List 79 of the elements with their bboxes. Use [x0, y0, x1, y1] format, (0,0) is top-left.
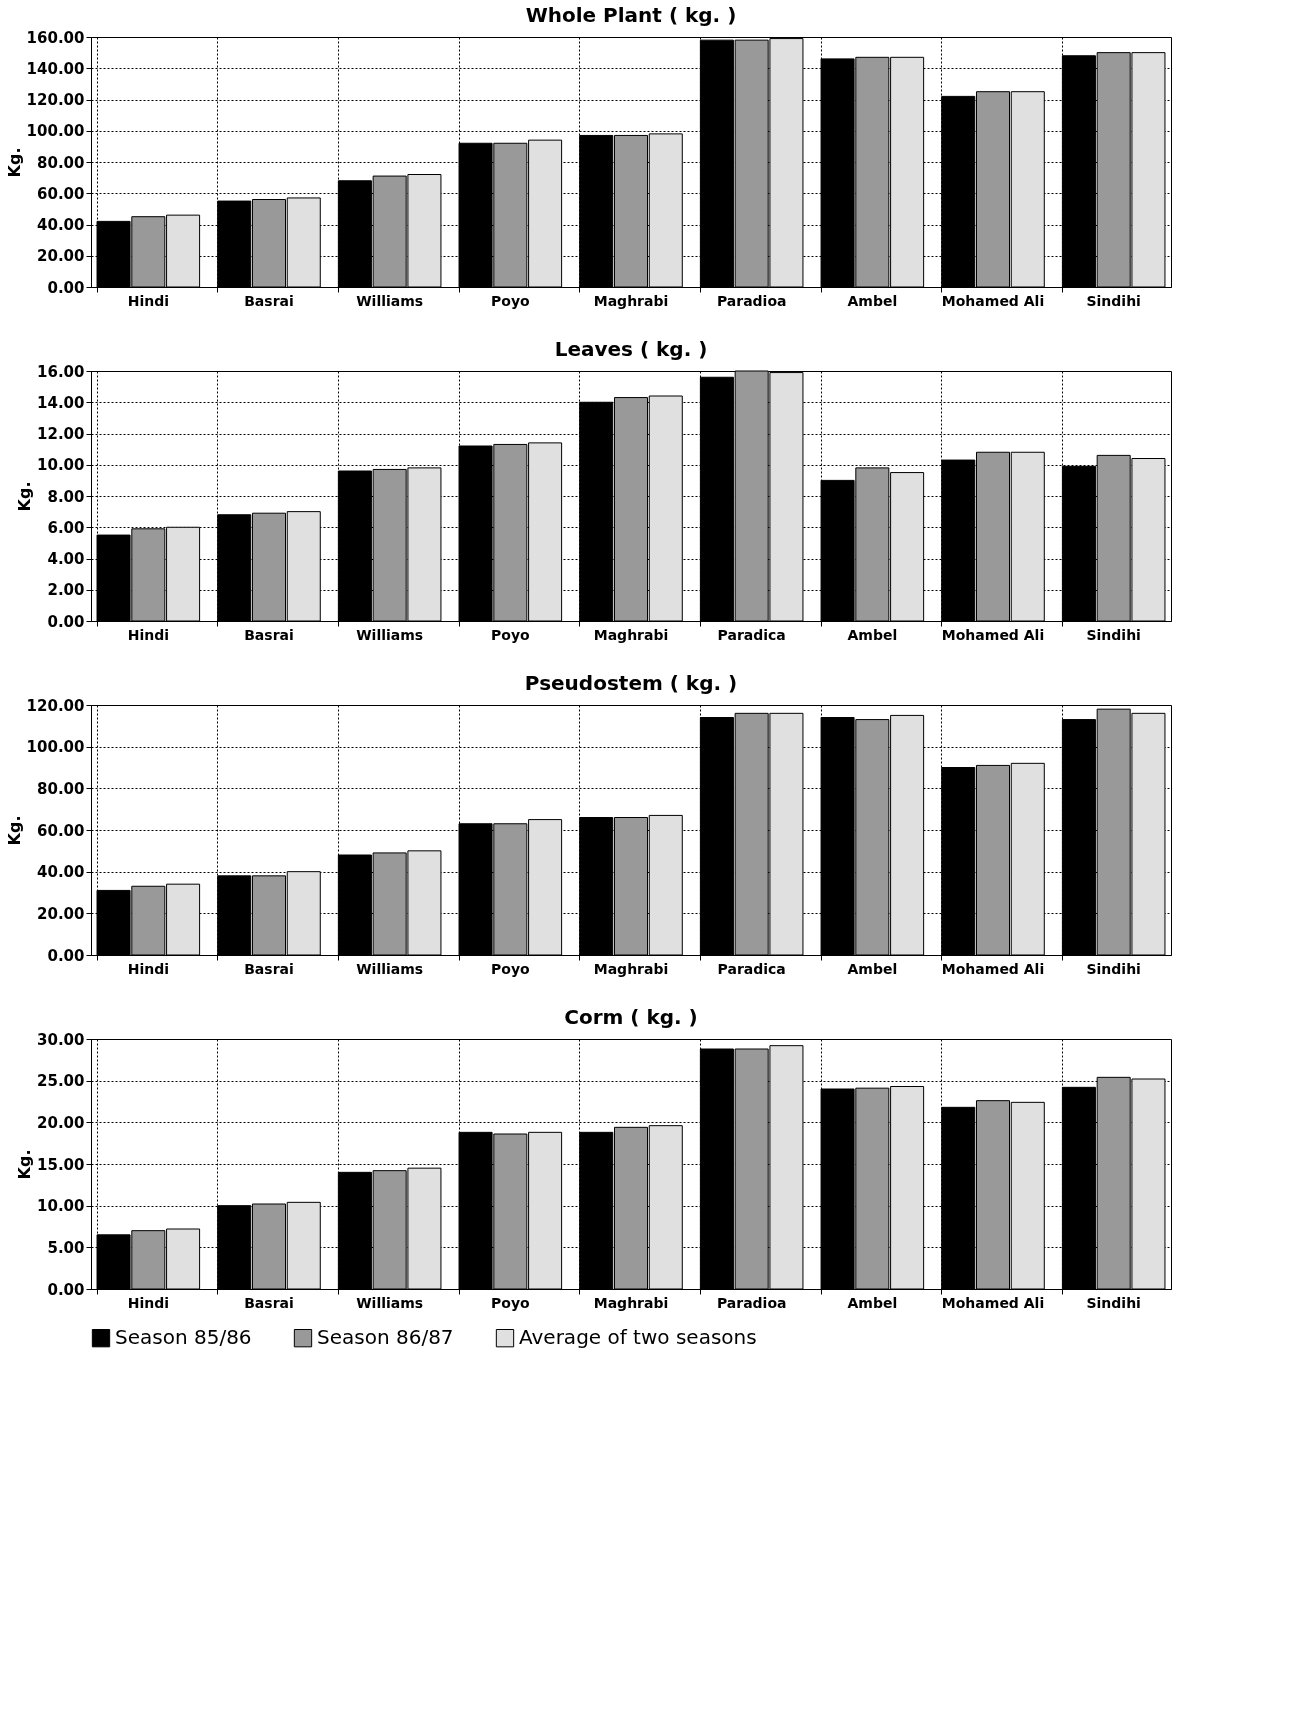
x-tick-label: Maghrabi [593, 292, 669, 309]
x-tick-label: Ambel [847, 1294, 898, 1311]
y-tick-label: 30.00 [37, 1030, 85, 1049]
x-tick-label: Maghrabi [593, 626, 669, 643]
y-axis-title: Kg. [4, 815, 24, 846]
x-tick-label: Poyo [491, 960, 531, 977]
y-tick-label: 12.00 [37, 425, 85, 443]
x-tick-label: Hindi [127, 292, 169, 309]
x-tick-label: Paradica [717, 960, 786, 977]
y-tick-label: 0.00 [47, 612, 85, 631]
x-tick-label: Mohamed Ali [941, 626, 1045, 643]
y-tick-label: 6.00 [47, 518, 85, 537]
y-tick-label: 100.00 [26, 122, 85, 141]
x-tick-label: Hindi [127, 626, 169, 643]
x-tick-label: Poyo [491, 292, 531, 309]
x-tick-label: Paradioa [716, 292, 787, 309]
x-tick-label: Hindi [127, 960, 169, 977]
y-tick-label: 80.00 [37, 153, 85, 172]
y-tick-label: 80.00 [37, 779, 85, 798]
x-tick-label: Basrai [244, 626, 294, 643]
x-tick-label: Paradica [717, 626, 786, 643]
x-tick-label: Mohamed Ali [941, 292, 1045, 309]
x-tick-label: Williams [356, 292, 424, 309]
x-tick-label: Sindihi [1086, 292, 1141, 309]
y-tick-label: 10.00 [37, 456, 85, 475]
x-tick-label: Ambel [847, 960, 898, 977]
y-tick-label: 120.00 [26, 696, 85, 715]
y-tick-label: 40.00 [37, 216, 85, 234]
y-tick-label: 0.00 [47, 278, 85, 297]
y-axis-title: Kg. [15, 1149, 35, 1180]
y-tick-label: 14.00 [37, 393, 85, 412]
x-tick-label: Mohamed Ali [941, 960, 1045, 977]
y-tick-label: 10.00 [37, 1197, 85, 1216]
y-tick-label: 20.00 [37, 247, 85, 266]
x-tick-label: Poyo [491, 1294, 531, 1311]
y-axis-title: Kg. [4, 147, 24, 178]
chart-title: Pseudostem ( kg. ) [524, 671, 738, 695]
y-tick-label: 8.00 [47, 487, 85, 506]
y-tick-label: 20.00 [37, 904, 85, 923]
chart-title: Corm ( kg. ) [564, 1005, 698, 1029]
x-tick-label: Hindi [127, 1294, 169, 1311]
x-tick-label: Williams [356, 1294, 424, 1311]
x-tick-label: Sindihi [1086, 960, 1141, 977]
x-tick-label: Maghrabi [593, 1294, 669, 1311]
x-tick-label: Poyo [491, 626, 531, 643]
x-tick-label: Williams [356, 960, 424, 977]
y-tick-label: 100.00 [26, 738, 85, 757]
y-tick-label: 0.00 [47, 946, 85, 965]
x-tick-label: Mohamed Ali [941, 1294, 1045, 1311]
y-tick-label: 40.00 [37, 863, 85, 882]
x-tick-label: Paradioa [716, 1294, 787, 1311]
y-tick-label: 25.00 [37, 1072, 85, 1091]
y-tick-label: 2.00 [47, 581, 85, 600]
chart-title: Whole Plant ( kg. ) [525, 3, 737, 27]
legend-label: Season 85/86 [115, 1325, 252, 1350]
x-tick-label: Basrai [244, 1294, 294, 1311]
x-tick-label: Basrai [244, 960, 294, 977]
x-tick-label: Ambel [847, 292, 898, 309]
y-tick-label: 160.00 [26, 28, 85, 47]
x-tick-label: Ambel [847, 626, 898, 643]
y-tick-label: 120.00 [26, 91, 85, 109]
y-tick-label: 16.00 [37, 362, 85, 381]
x-tick-label: Sindihi [1086, 626, 1141, 643]
y-tick-label: 60.00 [37, 184, 85, 203]
legend-label: Average of two seasons [519, 1325, 757, 1350]
y-tick-label: 140.00 [26, 59, 85, 78]
chart-title: Leaves ( kg. ) [554, 337, 708, 361]
y-tick-label: 0.00 [47, 1280, 85, 1299]
y-tick-label: 20.00 [37, 1113, 85, 1132]
y-tick-label: 60.00 [37, 821, 85, 840]
y-tick-label: 15.00 [37, 1155, 85, 1174]
x-tick-label: Maghrabi [593, 960, 669, 977]
x-tick-label: Williams [356, 626, 424, 643]
x-tick-label: Basrai [244, 292, 294, 309]
y-tick-label: 4.00 [47, 550, 85, 568]
legend-label: Season 86/87 [317, 1325, 454, 1350]
y-tick-label: 5.00 [47, 1238, 85, 1257]
y-axis-title: Kg. [15, 481, 35, 512]
x-tick-label: Sindihi [1086, 1294, 1141, 1311]
